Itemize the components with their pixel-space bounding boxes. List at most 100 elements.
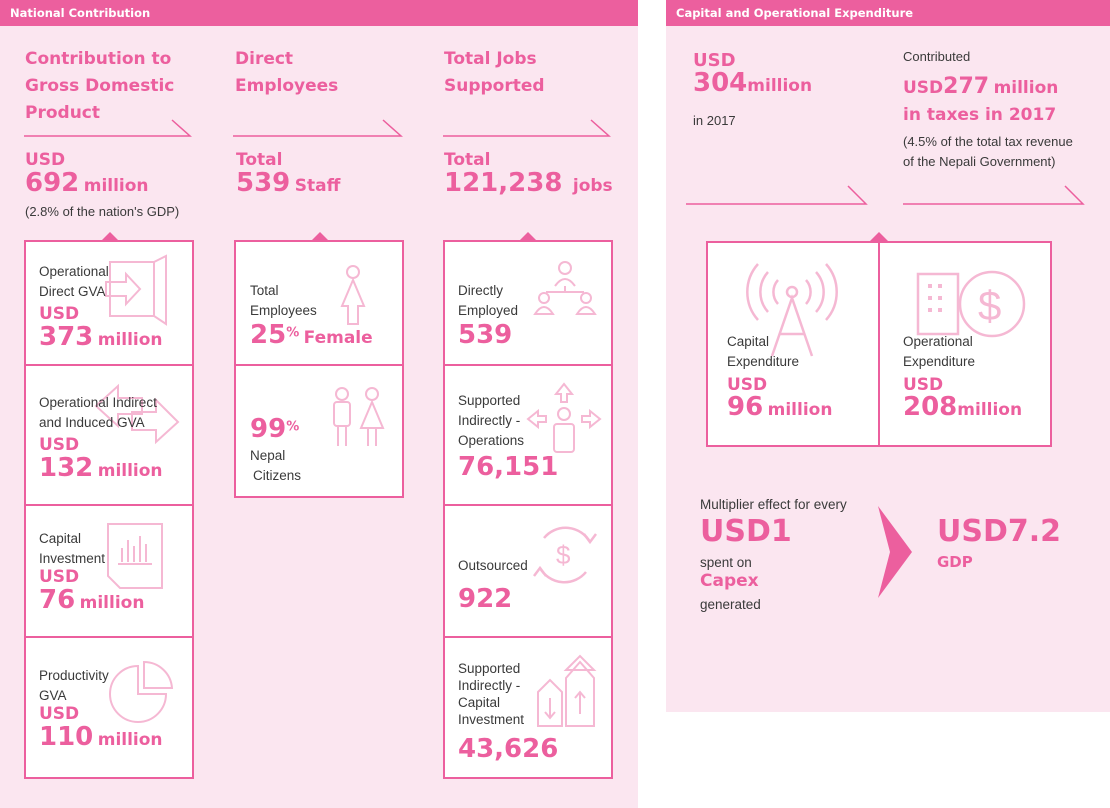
label-line: Investment (39, 551, 106, 566)
jobs-value: 121,238 (444, 168, 563, 198)
svg-text:$: $ (556, 540, 571, 570)
capex-opex-pointer (869, 232, 889, 242)
label-line: and Induced GVA (39, 415, 145, 430)
gdp-total: 692 million (25, 168, 149, 198)
label-line: Supported (458, 661, 521, 676)
gdp-heading-line: Gross Domestic (25, 76, 175, 96)
building-dollar-icon: $ (916, 270, 1026, 338)
taxes-arrow-line (903, 185, 1085, 205)
capex-opex-header: Capital and Operational Expenditure (666, 0, 1110, 26)
female-share-value: 25 (250, 320, 287, 350)
label-line: Supported (458, 393, 521, 408)
label-line: Directly (458, 283, 504, 298)
label-line: Indirectly - (458, 413, 521, 428)
label-line: Investment (458, 712, 525, 727)
opex-value: 208 (903, 392, 958, 422)
gdp-item-amount: 132 million (39, 453, 163, 483)
capex-opex-value: 304 (693, 68, 748, 98)
opex-amount: 208million (903, 392, 1022, 422)
female-share-unit: Female (303, 328, 373, 348)
employees-unit: Staff (294, 176, 341, 196)
radio-tower-icon (746, 263, 838, 357)
gdp-pointer (100, 232, 120, 242)
gdp-item-label: Capital Investment (39, 529, 105, 569)
people-icon (333, 387, 385, 446)
jobs-heading-line: Total Jobs (444, 49, 537, 69)
gdp-item-currency: USD (39, 304, 80, 324)
jobs-item-label: Supported Indirectly - Operations (458, 391, 524, 451)
multiplier-spent: spent on (700, 555, 752, 570)
employees-arrow-line (233, 119, 403, 137)
up-down-arrows-icon (537, 654, 597, 727)
gdp-heading-line: Product (25, 103, 100, 123)
taxes-note: (4.5% of the total tax revenue of the Ne… (903, 132, 1073, 172)
employees-heading-line: Direct (235, 49, 294, 69)
jobs-item-label: Outsourced (458, 556, 528, 576)
taxes-unit: million (993, 78, 1059, 98)
multiplier-input: USD1 (700, 514, 792, 549)
gdp-item-label: Operational Direct GVA (39, 262, 109, 302)
gdp-item-amount: 373 million (39, 322, 163, 352)
gdp-item-operational-indirect (24, 364, 194, 506)
capex-amount: 96 million (727, 392, 832, 422)
gdp-item-productivity (24, 636, 194, 779)
gdp-heading: Contribution to Gross Domestic Product (25, 46, 174, 127)
gdp-heading-line: Contribution to (25, 49, 172, 69)
employees-item-label: Nepal Citizens (250, 446, 301, 486)
multiplier-output-unit: GDP (937, 553, 973, 571)
label-line: Indirectly - (458, 678, 521, 693)
label-line: Employees (250, 303, 317, 318)
gdp-item-value: 132 (39, 453, 94, 483)
double-arrow-icon (94, 383, 180, 445)
jobs-item-value: 76,151 (458, 452, 559, 482)
jobs-item-label: Directly Employed (458, 281, 518, 321)
jobs-heading-line: Supported (444, 76, 545, 96)
label-line: Productivity (39, 668, 109, 683)
jobs-heading: Total Jobs Supported (444, 46, 545, 100)
employees-heading-line: Employees (235, 76, 339, 96)
gdp-item-unit: million (97, 461, 163, 481)
label-line: Expenditure (727, 354, 800, 369)
citizens-share-percent: % (286, 419, 300, 435)
label-line: Operational (39, 264, 109, 279)
employees-item-female (234, 240, 404, 366)
label-line: Capital (458, 695, 501, 710)
note-line: of the Nepali Government) (903, 154, 1056, 169)
label-line: Operational Indirect (39, 395, 157, 410)
female-person-icon (340, 265, 366, 325)
capex-opex-unit: million (747, 76, 813, 96)
gdp-item-currency: USD (39, 704, 80, 724)
org-chart-icon (533, 261, 597, 315)
gdp-arrow-line (24, 119, 192, 137)
taxes-currency: USD (903, 78, 944, 98)
gdp-item-unit: million (97, 730, 163, 750)
opex-unit: million (957, 400, 1023, 420)
gdp-item-value: 76 (39, 585, 76, 615)
jobs-item-outsourced (443, 504, 613, 638)
label-line: Employed (458, 303, 519, 318)
employees-total: 539 Staff (236, 168, 340, 198)
capex-currency: USD (727, 375, 768, 395)
capex-value: 96 (727, 392, 764, 422)
jobs-item-value: 43,626 (458, 734, 559, 764)
multiplier-generated: generated (700, 597, 761, 612)
jobs-total: 121,238 jobs (444, 168, 613, 198)
dollar-cycle-icon: $ (533, 526, 597, 584)
employees-item-label: Total Employees (250, 281, 317, 321)
gdp-item-label: Productivity GVA (39, 666, 109, 706)
taxes-prefix: Contributed (903, 49, 971, 64)
exit-arrow-icon (105, 254, 167, 326)
note-line: (4.5% of the total tax revenue (903, 134, 1073, 149)
gdp-item-currency: USD (39, 435, 80, 455)
gdp-item-unit: million (97, 330, 163, 350)
jobs-prefix: Total (444, 150, 491, 170)
gdp-item-unit: million (79, 593, 145, 613)
gdp-note: (2.8% of the nation's GDP) (25, 204, 180, 219)
capex-opex-total: 304million (693, 68, 812, 98)
gdp-value: 692 (25, 168, 80, 198)
gdp-item-value: 110 (39, 722, 94, 752)
employees-prefix: Total (236, 150, 283, 170)
label-line: GVA (39, 688, 67, 703)
bar-document-icon (107, 523, 163, 589)
opex-currency: USD (903, 375, 944, 395)
